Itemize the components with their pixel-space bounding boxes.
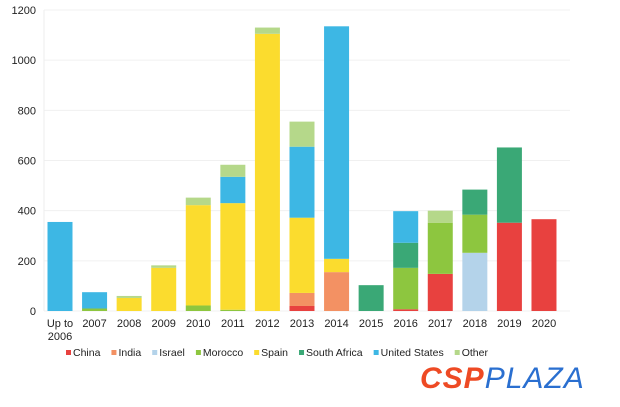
legend-swatch (454, 350, 460, 355)
bar-segment-israel (462, 252, 488, 311)
y-tick-label: 1200 (12, 5, 36, 17)
x-tick-label: 2015 (359, 318, 383, 330)
x-tick-label: 2014 (324, 318, 348, 330)
bar-segment-spain (185, 205, 211, 306)
legend-swatch (152, 350, 158, 355)
x-tick-label: Up to (47, 318, 73, 330)
bar-segment-spain (254, 33, 280, 312)
bar-segment-morocco (427, 222, 453, 274)
legend-swatch (195, 350, 201, 355)
x-tick-label: 2012 (255, 318, 279, 330)
bar-segment-china (393, 309, 419, 311)
bar-segment-united-states (289, 146, 315, 218)
bar-segment-united-states (393, 211, 419, 243)
bar-segment-china (531, 219, 557, 311)
legend-swatch (254, 350, 260, 355)
bar-segment-spain (151, 267, 177, 311)
bar-segment-south-africa (496, 147, 522, 223)
x-tick-label: 2010 (186, 318, 210, 330)
x-tick-label: 2019 (497, 318, 521, 330)
x-tick-label: 2007 (82, 318, 106, 330)
legend-label: China (73, 347, 101, 359)
bar-segment-india (324, 272, 350, 311)
x-tick-label: 2013 (290, 318, 314, 330)
x-tick-label: 2020 (532, 318, 556, 330)
x-tick-label-line2: 2006 (48, 331, 72, 343)
y-tick-label: 200 (18, 256, 36, 268)
bar-segment-spain (116, 297, 142, 311)
bar-segment-united-states (47, 221, 73, 311)
bar-segment-spain (220, 203, 246, 310)
y-tick-label: 400 (18, 206, 36, 218)
y-tick-label: 600 (18, 156, 36, 168)
bar-segment-china (289, 305, 315, 311)
y-tick-label: 800 (18, 105, 36, 117)
bar-segment-morocco (185, 305, 211, 311)
bar-segment-united-states (220, 176, 246, 204)
bar-segment-other (151, 265, 177, 268)
bar-segment-spain (324, 258, 350, 273)
bar-segment-south-africa (393, 242, 419, 268)
bar-segment-south-africa (358, 285, 384, 311)
x-tick-label: 2016 (393, 318, 417, 330)
x-tick-label: 2018 (463, 318, 487, 330)
bar-segment-spain (289, 217, 315, 293)
bar-segment-morocco (82, 308, 108, 311)
x-tick-label: 2008 (117, 318, 141, 330)
bar-segment-united-states (324, 26, 350, 259)
bar-segment-other (289, 121, 315, 147)
bar-segment-other (116, 295, 142, 298)
bar-segment-china (427, 273, 453, 311)
logo-part1: CSP (420, 362, 485, 395)
legend-label: South Africa (306, 347, 363, 359)
legend-label: India (118, 347, 141, 359)
csp-plaza-logo: CSPPLAZA (420, 362, 585, 396)
legend-swatch (373, 350, 379, 355)
x-tick-label: 2009 (151, 318, 175, 330)
legend-label: Israel (159, 347, 185, 359)
bar-segment-united-states (82, 292, 108, 309)
legend-swatch (66, 350, 71, 355)
x-tick-label: 2017 (428, 318, 452, 330)
bar-segment-morocco (220, 309, 246, 311)
x-tick-label: 2011 (221, 318, 245, 330)
y-tick-label: 0 (30, 306, 36, 318)
legend-swatch (299, 350, 305, 355)
bar-segment-other (254, 27, 280, 34)
bar-segment-other (427, 210, 453, 223)
legend-label: Spain (261, 347, 288, 359)
bar-segment-china (496, 222, 522, 311)
bar-segment-morocco (462, 214, 488, 253)
bar-segment-south-africa (462, 189, 488, 215)
y-tick-label: 1000 (12, 55, 36, 67)
legend-label: Morocco (203, 347, 243, 359)
legend-swatch (111, 350, 117, 355)
legend-label: Other (462, 347, 489, 359)
bar-segment-other (185, 197, 211, 206)
bar-segment-morocco (393, 267, 419, 310)
bar-segment-india (289, 292, 315, 306)
bar-segment-other (220, 164, 246, 177)
legend-label: United States (381, 347, 444, 359)
logo-part2: PLAZA (484, 362, 585, 395)
